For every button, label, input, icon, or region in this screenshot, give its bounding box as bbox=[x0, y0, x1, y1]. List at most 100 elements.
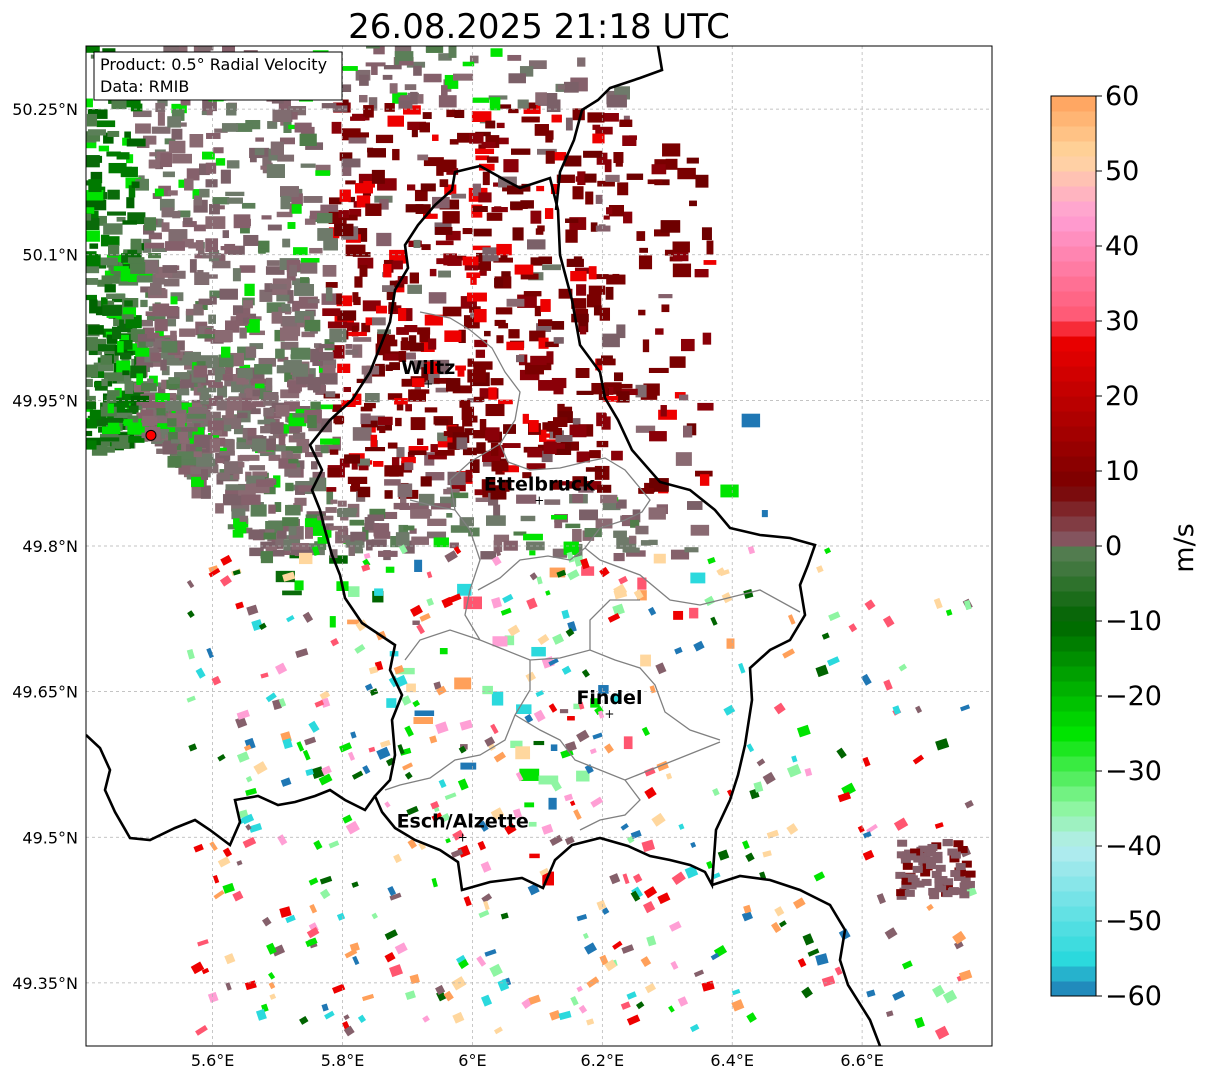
radar-echo-cell bbox=[796, 724, 811, 738]
radar-echo-cell bbox=[407, 284, 422, 294]
radar-echo-cell bbox=[481, 479, 496, 490]
radar-echo-cell bbox=[674, 646, 683, 655]
radar-echo-cell bbox=[234, 521, 247, 534]
radar-echo-cell bbox=[241, 373, 253, 383]
colorbar-band bbox=[1051, 771, 1096, 787]
radar-echo-cell bbox=[427, 518, 447, 526]
radar-echo-cell bbox=[467, 358, 474, 367]
radar-echo-cell bbox=[86, 131, 101, 142]
radar-echo-cell bbox=[107, 189, 120, 200]
radar-echo-cell bbox=[166, 379, 180, 390]
radar-echo-cell bbox=[241, 202, 256, 209]
radar-echo-cell bbox=[202, 464, 219, 474]
radar-echo-cell bbox=[524, 802, 535, 808]
radar-echo-cell bbox=[550, 779, 562, 792]
radar-echo-cell bbox=[753, 781, 764, 793]
colorbar-band bbox=[1051, 981, 1096, 997]
radar-echo-cell bbox=[291, 193, 303, 206]
radar-echo-cell bbox=[287, 290, 294, 304]
radar-echo-cell bbox=[86, 407, 94, 412]
radar-echo-cell bbox=[236, 860, 243, 866]
radar-echo-cell bbox=[172, 153, 192, 164]
radar-echo-cell bbox=[151, 439, 171, 444]
lat-tick-label: 49.8°N bbox=[22, 537, 78, 556]
radar-echo-cell bbox=[283, 121, 292, 133]
radar-echo-cell bbox=[482, 685, 493, 695]
radar-echo-cell bbox=[239, 454, 260, 461]
radar-echo-cell bbox=[396, 402, 404, 411]
radar-echo-cell bbox=[371, 169, 385, 184]
radar-echo-cell bbox=[299, 133, 317, 146]
radar-echo-cell bbox=[274, 662, 288, 675]
radar-echo-cell bbox=[489, 963, 503, 977]
radar-echo-cell bbox=[267, 121, 278, 129]
radar-echo-cell bbox=[565, 523, 581, 529]
radar-echo-cell bbox=[151, 247, 167, 253]
radar-echo-cell bbox=[901, 877, 912, 885]
radar-echo-cell bbox=[178, 446, 197, 456]
radar-echo-cell bbox=[927, 843, 938, 851]
radar-echo-cell bbox=[193, 843, 204, 853]
radar-echo-cell bbox=[336, 912, 346, 921]
radar-echo-cell bbox=[409, 272, 419, 284]
radar-echo-cell bbox=[96, 419, 110, 426]
radar-echo-cell bbox=[268, 981, 276, 990]
radar-echo-cell bbox=[107, 419, 120, 432]
radar-echo-cell bbox=[473, 361, 493, 370]
radar-echo-cell bbox=[314, 699, 325, 708]
radar-echo-cell bbox=[87, 129, 106, 136]
radar-echo-cell bbox=[541, 823, 554, 835]
radar-echo-cell bbox=[412, 378, 425, 387]
radar-echo-cell bbox=[623, 211, 633, 224]
radar-echo-cell bbox=[457, 778, 469, 791]
radar-echo-cell bbox=[440, 813, 451, 823]
radar-echo-cell bbox=[202, 151, 215, 160]
radar-echo-cell bbox=[447, 471, 466, 486]
radar-echo-cell bbox=[942, 989, 958, 1004]
radar-echo-cell bbox=[345, 820, 360, 835]
radar-echo-cell bbox=[821, 975, 836, 987]
radar-echo-cell bbox=[942, 890, 953, 898]
radar-echo-cell bbox=[444, 184, 457, 195]
radar-echo-cell bbox=[462, 417, 473, 427]
radar-echo-cell bbox=[321, 765, 332, 776]
radar-echo-cell bbox=[548, 797, 557, 810]
radar-echo-cell bbox=[932, 984, 945, 998]
colorbar-band bbox=[1051, 696, 1096, 712]
radar-echo-cell bbox=[520, 273, 539, 280]
colorbar-band bbox=[1051, 261, 1096, 277]
radar-echo-cell bbox=[86, 278, 99, 285]
radar-echo-cell bbox=[538, 380, 554, 391]
radar-echo-cell bbox=[408, 447, 427, 456]
radar-echo-cell bbox=[349, 519, 365, 526]
radar-echo-cell bbox=[156, 420, 165, 434]
radar-echo-cell bbox=[661, 304, 670, 313]
radar-echo-cell bbox=[928, 887, 939, 895]
map-panel: +Wiltz+Ettelbruck+Findel+Esch/Alzette bbox=[85, 45, 993, 1047]
radar-echo-cell bbox=[445, 837, 451, 844]
colorbar-band bbox=[1051, 336, 1096, 352]
radar-echo-cell bbox=[341, 158, 361, 168]
radar-echo-cell bbox=[135, 178, 149, 191]
radar-echo-cell bbox=[542, 422, 555, 432]
radar-echo-cell bbox=[205, 179, 218, 188]
radar-echo-cell bbox=[318, 343, 335, 349]
radar-echo-cell bbox=[561, 609, 570, 620]
radar-echo-cell bbox=[372, 317, 386, 326]
radar-echo-cell bbox=[655, 328, 664, 335]
radar-echo-cell bbox=[443, 990, 454, 1002]
radar-echo-cell bbox=[152, 273, 165, 285]
radar-echo-cell bbox=[282, 517, 299, 527]
radar-echo-cell bbox=[162, 171, 175, 178]
radar-echo-cell bbox=[185, 311, 194, 322]
radar-echo-cell bbox=[275, 444, 286, 452]
radar-echo-cell bbox=[482, 460, 493, 467]
radar-echo-cell bbox=[291, 542, 310, 550]
radar-echo-cell bbox=[233, 214, 251, 229]
radar-echo-cell bbox=[366, 46, 380, 49]
radar-echo-cell bbox=[550, 744, 558, 751]
radar-echo-cell bbox=[462, 61, 475, 67]
radar-echo-cell bbox=[529, 550, 536, 556]
radar-echo-cell bbox=[604, 743, 614, 754]
